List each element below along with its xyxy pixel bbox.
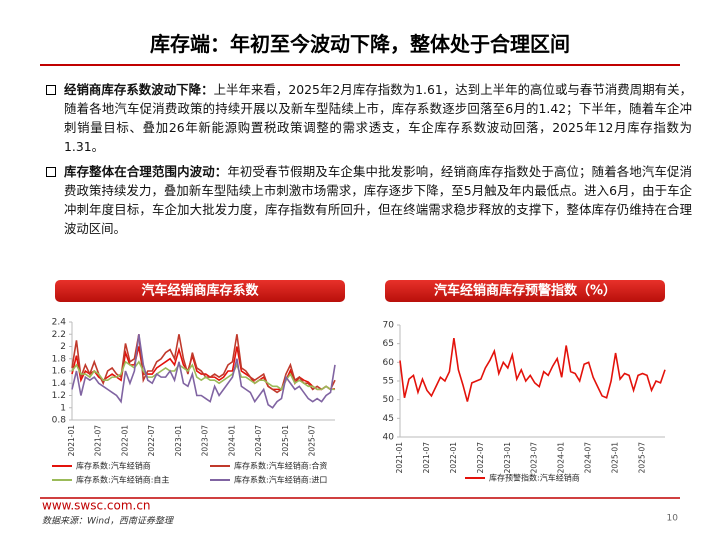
bullet-lead: 经销商库存系数波动下降：	[64, 82, 214, 97]
x-tick-label: 2024-01	[557, 442, 566, 474]
bullet-icon	[46, 167, 56, 177]
x-tick-label: 2025-01	[281, 425, 290, 457]
x-tick-label: 2025-01	[611, 442, 620, 474]
chart-banner	[55, 280, 345, 302]
title-rule	[40, 64, 680, 66]
x-tick-label: 2022-07	[147, 425, 156, 457]
y-tick-label: 70	[383, 321, 395, 331]
y-tick-label: 65	[383, 339, 394, 349]
x-tick-label: 2024-01	[227, 425, 236, 457]
legend-label: 库存系数:汽车经销商:自主	[76, 475, 169, 485]
x-tick-label: 2025-07	[308, 425, 317, 457]
series-line	[71, 360, 335, 391]
y-tick-label: 2.4	[52, 318, 67, 328]
x-tick-label: 2022-01	[120, 425, 129, 457]
y-tick-label: 1.4	[52, 379, 67, 389]
chart-banner	[385, 280, 665, 302]
footer-source: 数据来源：Wind，西南证券整理	[42, 516, 175, 527]
x-tick-label: 2021-01	[395, 442, 404, 474]
x-tick-label: 2025-07	[638, 442, 647, 474]
y-tick-label: 60	[383, 358, 395, 368]
bullet-icon	[46, 85, 56, 95]
page-number: 10	[667, 514, 679, 524]
bullet-list: 经销商库存系数波动下降：上半年来看，2025年2月库存指数为1.61，达到上半年…	[42, 80, 692, 244]
y-tick-label: 2	[60, 342, 66, 352]
bullet-lead: 库存整体在合理范围内波动：	[64, 164, 228, 179]
x-tick-label: 2021-01	[67, 425, 76, 457]
y-tick-label: 40	[383, 433, 395, 443]
bullet-text: 经销商库存系数波动下降：上半年来看，2025年2月库存指数为1.61，达到上半年…	[64, 80, 692, 156]
x-tick-label: 2022-01	[449, 442, 458, 474]
y-tick-label: 1.8	[52, 354, 67, 364]
bullet-body: 年初受春节假期及车企集中批发影响，经销商库存指数处于高位；随着各地汽车促消费政策…	[64, 164, 693, 236]
y-tick-label: 0.8	[52, 416, 67, 426]
legend-label: 库存系数:汽车经销商	[76, 461, 151, 471]
x-tick-label: 2024-07	[584, 442, 593, 474]
y-tick-label: 50	[383, 395, 395, 405]
series-line	[71, 334, 336, 409]
x-tick-label: 2023-07	[201, 425, 210, 457]
bullet-text: 库存整体在合理范围内波动：年初受春节假期及车企集中批发影响，经销商库存指数处于高…	[64, 162, 692, 238]
series-line	[71, 334, 336, 394]
x-tick-label: 2023-01	[503, 442, 512, 474]
y-tick-label: 55	[383, 377, 394, 387]
x-tick-label: 2023-01	[174, 425, 183, 457]
chart-title: 汽车经销商库存系数	[141, 283, 259, 299]
x-tick-label: 2022-07	[476, 442, 485, 474]
legend-label: 库存系数:汽车经销商:合资	[234, 461, 327, 471]
y-tick-label: 2.2	[52, 330, 66, 340]
y-tick-label: 45	[383, 414, 394, 424]
slide-title: 库存端：年初至今波动下降，整体处于合理区间	[150, 32, 570, 56]
bullet: 经销商库存系数波动下降：上半年来看，2025年2月库存指数为1.61，达到上半年…	[42, 80, 692, 156]
y-tick-label: 1	[60, 403, 66, 413]
x-tick-label: 2023-07	[530, 442, 539, 474]
legend-label: 库存预警指数:汽车经销商	[489, 473, 580, 483]
y-tick-label: 1.2	[52, 391, 66, 401]
legend-label: 库存系数:汽车经销商:进口	[234, 475, 327, 485]
x-tick-label: 2021-07	[422, 442, 431, 474]
x-tick-label: 2024-07	[254, 425, 263, 457]
x-tick-label: 2021-07	[94, 425, 103, 457]
chart-title: 汽车经销商库存预警指数（%）	[434, 283, 616, 299]
series-line	[399, 337, 666, 402]
y-tick-label: 1.6	[52, 367, 67, 377]
bullet: 库存整体在合理范围内波动：年初受春节假期及车企集中批发影响，经销商库存指数处于高…	[42, 162, 692, 238]
footer-website: www.swsc.com.cn	[42, 499, 151, 513]
bullet-body: 上半年来看，2025年2月库存指数为1.61，达到上半年的高位或与春节消费周期有…	[64, 82, 692, 154]
